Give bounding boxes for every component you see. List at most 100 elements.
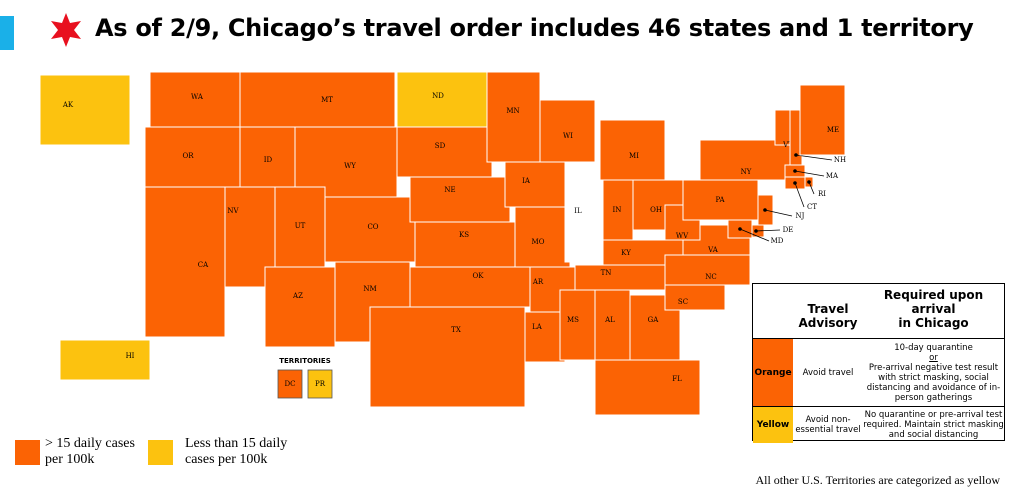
row-required: No quarantine or pre-arrival test requir… (863, 407, 1004, 443)
state-label: LA (532, 323, 543, 331)
leader-dot (738, 227, 742, 231)
state (602, 179, 634, 241)
required-text: No quarantine or pre-arrival test requir… (863, 410, 1004, 440)
state (564, 176, 604, 263)
state-label: MD (771, 237, 784, 245)
state-label: TN (601, 269, 612, 277)
territory (277, 369, 303, 399)
leader-line (764, 209, 793, 217)
state (396, 126, 493, 178)
state (239, 126, 296, 188)
state-label: AK (62, 101, 74, 109)
leader-line (755, 229, 781, 232)
leader-dot (793, 169, 797, 173)
state (39, 74, 131, 146)
row-advisory: Avoid travel (802, 368, 854, 378)
state (514, 206, 571, 268)
state (144, 126, 241, 188)
state-label: MN (506, 107, 519, 115)
state-label: MO (532, 238, 545, 246)
state-label: NJ (796, 212, 805, 220)
state (264, 266, 336, 348)
row-label: Yellow (753, 407, 793, 443)
state (774, 109, 791, 146)
state-label: VA (707, 246, 719, 254)
territories-title: TERRITORIES (279, 357, 331, 365)
state (486, 71, 541, 163)
state-label: OH (650, 206, 662, 214)
required-text: 10-day quarantine (894, 343, 973, 353)
header-line: arrival (911, 302, 956, 316)
state-label: WA (191, 93, 204, 101)
state-label: ID (264, 156, 273, 164)
row-label: Orange (753, 339, 793, 407)
title: As of 2/9, Chicago’s travel order includ… (95, 14, 974, 42)
state-label: ND (432, 92, 444, 100)
star-icon (51, 13, 81, 47)
advisory-table: Travel Advisory Required upon arrival in Chi… (752, 283, 1005, 443)
state-label: IN (613, 206, 622, 214)
state-label: WY (344, 162, 356, 170)
state-label: TX (451, 326, 461, 334)
state (369, 306, 526, 408)
leader-line (808, 181, 815, 195)
legend-swatch (148, 440, 173, 465)
state-label: MI (629, 152, 639, 160)
state (799, 84, 846, 156)
state-label: KS (459, 231, 469, 239)
header-line: Advisory (798, 316, 858, 330)
state-label: CA (198, 261, 209, 269)
leader-line (739, 228, 770, 242)
state-label: RI (818, 190, 826, 198)
state-label: MS (567, 316, 579, 324)
state (664, 254, 751, 286)
state-label: SC (678, 298, 688, 306)
leader-dot (754, 229, 758, 233)
state-label: HI (126, 352, 135, 360)
state (524, 311, 566, 363)
state (224, 186, 276, 288)
leader-dot (763, 208, 767, 212)
state-label: NH (834, 156, 846, 164)
header-line: Required upon (883, 288, 984, 302)
state-label: AR (532, 278, 544, 286)
row-required: 10-day quarantine or Pre-arrival negative … (863, 339, 1004, 407)
state-label: VT (782, 141, 793, 149)
legend-label: Less than 15 daily cases per 100k (185, 436, 288, 467)
state-label: NM (363, 285, 376, 293)
state-label: NY (741, 168, 752, 176)
table-row: Yellow Avoid non-essential travel No quara… (753, 406, 1004, 443)
state-label: OR (182, 152, 194, 160)
required-text: Pre-arrival negative test result with st… (866, 363, 1001, 403)
state (599, 119, 666, 181)
table-header: Required upon arrival in Chicago (863, 288, 1004, 330)
leader-line (794, 170, 825, 177)
state (594, 289, 631, 361)
leader-line (795, 154, 833, 161)
leader-dot (807, 180, 811, 184)
leader-line (794, 182, 805, 208)
state-label: NC (705, 273, 716, 281)
state (504, 161, 566, 208)
state (59, 339, 151, 381)
row-advisory: Avoid non-essential travel (795, 415, 861, 435)
leader-dot (794, 153, 798, 157)
territory-label: PR (315, 380, 326, 388)
state (559, 289, 596, 361)
state-label: GA (648, 316, 660, 324)
state-label: MA (826, 172, 839, 180)
state-label: AL (604, 316, 615, 324)
state-label: FL (672, 375, 682, 383)
state-label: SD (435, 142, 446, 150)
state (409, 176, 511, 223)
footnote: All other U.S. Territories are categoriz… (755, 473, 1000, 487)
state (664, 284, 726, 311)
accent-bar (0, 16, 14, 50)
legend-label: > 15 daily cases per 100k (45, 436, 135, 467)
state-label: MT (321, 96, 333, 104)
territory-label: DC (285, 380, 296, 388)
state (594, 359, 701, 416)
legend-swatch (15, 440, 40, 465)
